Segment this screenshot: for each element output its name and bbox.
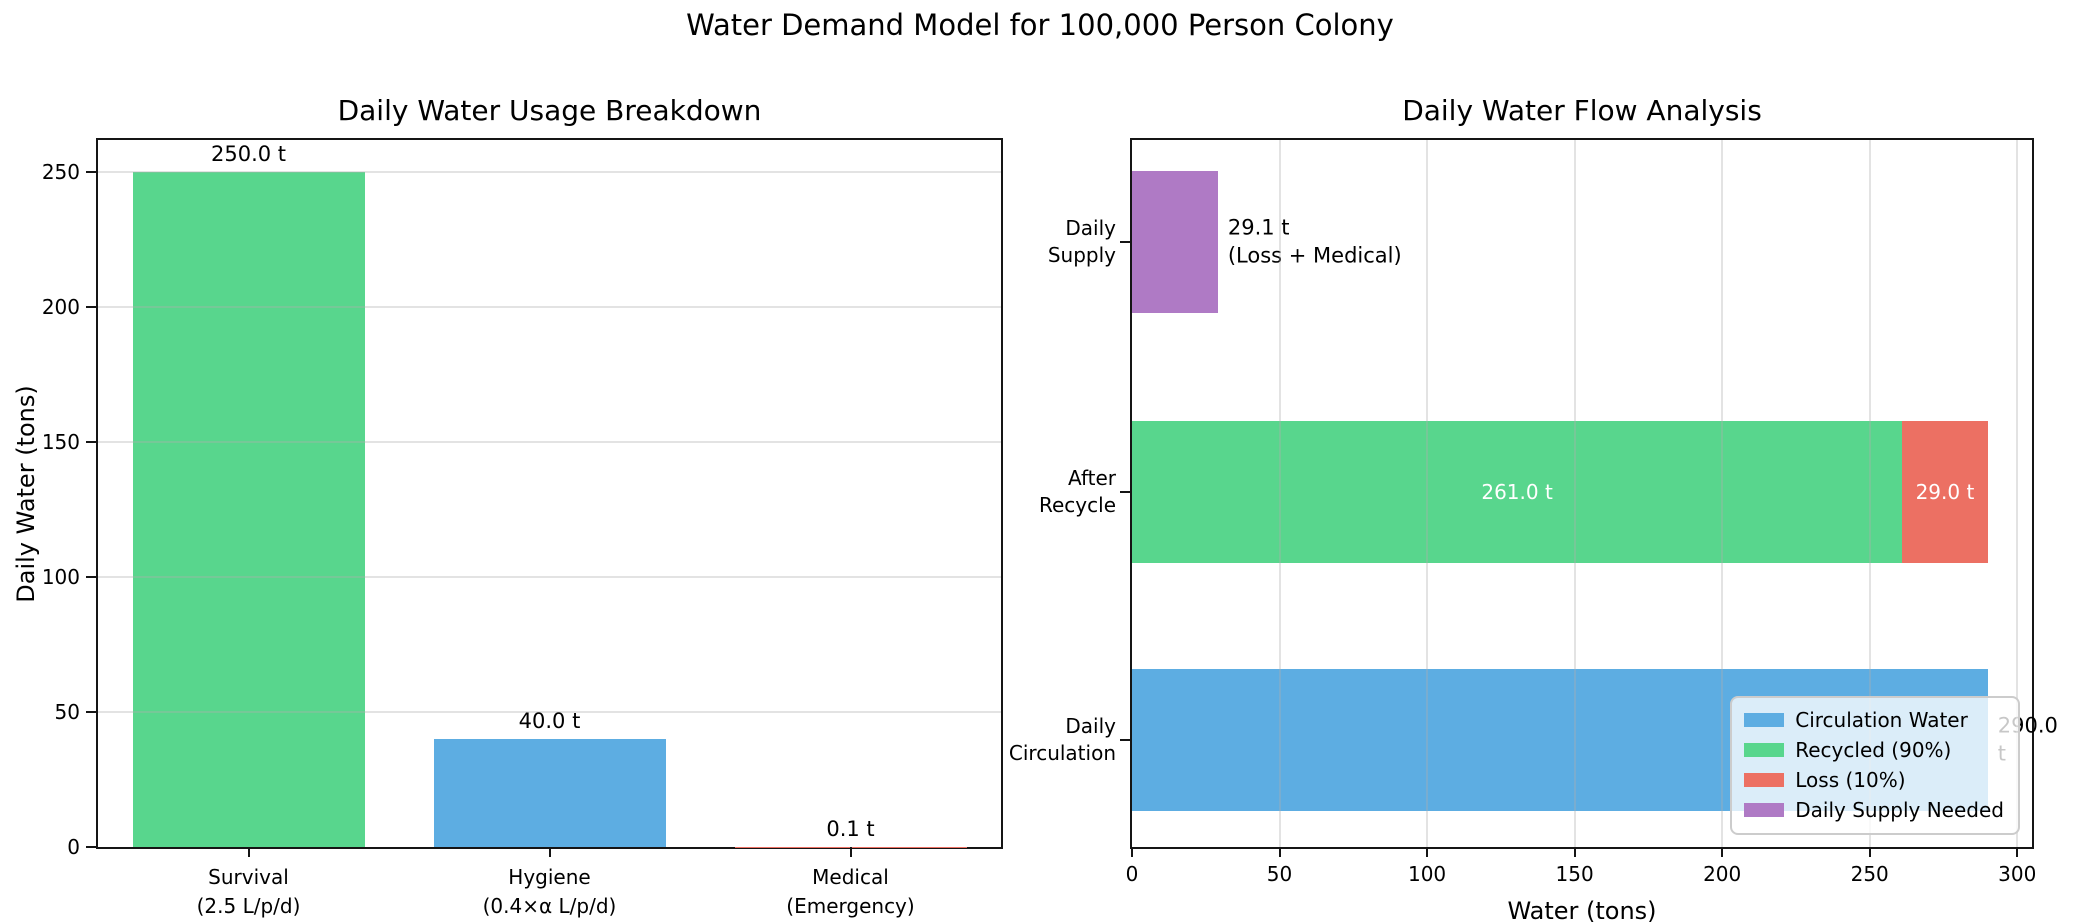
y-tick (86, 846, 96, 848)
x-gridline (1278, 140, 1281, 847)
x-tick-label: 200 (1703, 862, 1742, 886)
legend-label: Circulation Water (1795, 707, 1968, 732)
bar-value-label: 0.1 t (826, 816, 875, 841)
bar-loss-10 (1902, 421, 1988, 563)
x-tick-label: Survival (2.5 L/p/d) (196, 865, 301, 918)
x-gridline (2016, 140, 2019, 847)
y-tick-label: Daily Supply (1047, 216, 1116, 267)
y-gridline (98, 576, 1001, 579)
bar-value-label: 40.0 t (518, 709, 581, 734)
y-tick (1120, 739, 1130, 741)
legend-label: Loss (10%) (1795, 767, 1906, 792)
bar-hygiene (433, 739, 666, 847)
right-x-axis-label: Water (tons) (1507, 897, 1657, 923)
x-gridline (1573, 140, 1576, 847)
y-gridline (98, 171, 1001, 174)
y-tick (1120, 491, 1130, 493)
x-tick (2016, 847, 2019, 857)
usage-breakdown-axes: Daily Water Usage Breakdown Daily Water … (12, 94, 1003, 918)
legend-item-daily-supply-needed: Daily Supply Needed (1744, 796, 2004, 823)
y-tick-label: 150 (41, 430, 80, 455)
legend-item-circulation-water: Circulation Water (1744, 706, 2004, 733)
legend-label: Recycled (90%) (1795, 737, 1952, 762)
x-gridline (1868, 140, 1871, 847)
x-tick (849, 847, 852, 857)
x-tick (247, 847, 250, 857)
right-chart-title: Daily Water Flow Analysis (1402, 94, 1762, 127)
x-tick (1573, 847, 1576, 857)
flow-analysis-axes: Daily Water Flow Analysis Water (tons) C… (1009, 94, 2058, 923)
y-tick-label: 200 (41, 295, 80, 320)
y-gridline (98, 441, 1001, 444)
x-tick (1721, 847, 1724, 857)
x-gridline (1721, 140, 1724, 847)
y-tick-label: 0 (67, 835, 80, 859)
y-gridline (98, 711, 1001, 714)
x-tick (1131, 847, 1133, 857)
legend-item-loss-10: Loss (10%) (1744, 766, 2004, 793)
x-tick-label: 50 (1266, 862, 1293, 886)
y-tick (1120, 241, 1130, 243)
bar-value-label: 250.0 t (210, 142, 287, 167)
legend: Circulation Water Recycled (90%) Loss (10%… (1730, 696, 2020, 835)
legend-swatch (1744, 772, 1785, 787)
x-tick-label: 300 (1998, 862, 2037, 886)
y-tick-label: Daily Circulation (1008, 714, 1116, 765)
segment-value-label: 29.0 t (1915, 480, 1975, 504)
y-tick-label: 100 (41, 565, 80, 590)
x-tick (1868, 847, 1871, 857)
legend-swatch (1744, 712, 1785, 727)
bar-recycled-90 (1132, 421, 1903, 563)
x-tick-label: 150 (1555, 862, 1594, 886)
y-tick (86, 576, 96, 579)
x-tick (548, 847, 551, 857)
y-gridline (98, 306, 1001, 309)
y-tick (86, 171, 96, 174)
bar-annotation: 29.1 t (Loss + Medical) (1227, 215, 1402, 268)
x-tick-label: 100 (1407, 862, 1447, 886)
left-chart-title: Daily Water Usage Breakdown (337, 94, 762, 127)
x-tick-label: Medical (Emergency) (786, 865, 915, 918)
figure-title: Water Demand Model for 100,000 Person Co… (686, 8, 1394, 42)
y-tick (86, 711, 96, 714)
x-gridline (1426, 140, 1429, 847)
bar-daily-supply-needed (1132, 171, 1218, 313)
x-tick-label: 250 (1850, 862, 1889, 886)
x-tick-label: 0 (1125, 862, 1139, 886)
legend-swatch (1744, 802, 1785, 817)
y-tick-label: 50 (54, 700, 80, 725)
legend-swatch (1744, 742, 1785, 757)
y-tick-label: 250 (41, 160, 80, 185)
legend-item-recycled-90: Recycled (90%) (1744, 736, 2004, 763)
y-tick-label: After Recycle (1039, 466, 1116, 517)
y-tick (86, 306, 96, 309)
segment-value-label: 261.0 t (1481, 480, 1553, 504)
y-tick (86, 441, 96, 444)
x-tick-label: Hygiene (0.4×α L/p/d) (482, 865, 617, 918)
x-tick (1278, 847, 1281, 857)
x-tick (1426, 847, 1429, 857)
legend-label: Daily Supply Needed (1795, 797, 2004, 822)
bar-survival (132, 172, 365, 847)
